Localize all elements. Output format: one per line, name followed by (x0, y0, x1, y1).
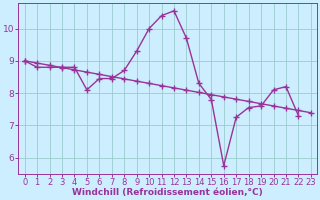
X-axis label: Windchill (Refroidissement éolien,°C): Windchill (Refroidissement éolien,°C) (72, 188, 263, 197)
